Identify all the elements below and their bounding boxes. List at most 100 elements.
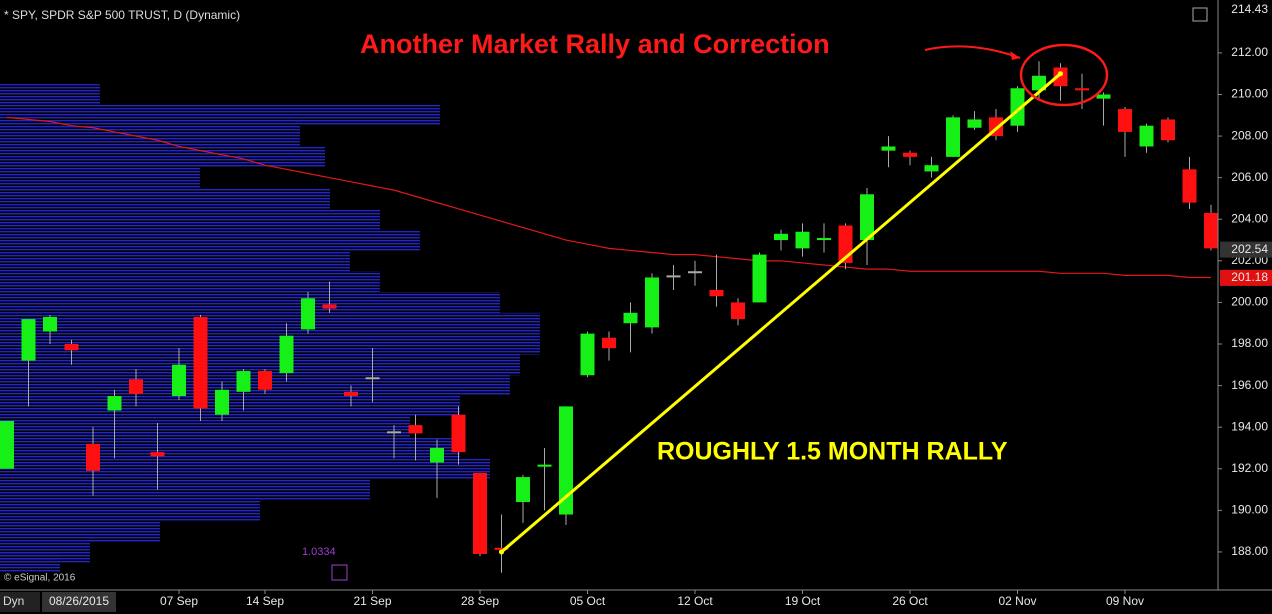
candle-body bbox=[107, 395, 122, 411]
y-tick-label: 190.00 bbox=[1231, 503, 1268, 517]
candle-body bbox=[408, 425, 423, 434]
candle-body bbox=[623, 312, 638, 324]
y-tick-label: 208.00 bbox=[1231, 128, 1268, 142]
candle-body bbox=[709, 289, 724, 297]
trendline-end bbox=[1058, 71, 1063, 77]
x-tick-label: 02 Nov bbox=[998, 594, 1036, 608]
indicator-icon bbox=[331, 564, 348, 581]
volume-profile-bar bbox=[0, 479, 370, 500]
x-tick-label: 08/26/2015 bbox=[49, 594, 109, 608]
candle-body bbox=[645, 277, 659, 328]
x-tick-label: 28 Sep bbox=[461, 594, 499, 608]
candle-body bbox=[537, 464, 552, 467]
candle-body bbox=[1139, 125, 1154, 147]
volume-profile-bar bbox=[0, 188, 330, 209]
candle-body bbox=[1204, 213, 1218, 249]
candle-body bbox=[387, 431, 401, 434]
volume-profile-bar bbox=[0, 333, 540, 355]
candle-body bbox=[903, 152, 917, 157]
volume-profile-bar bbox=[0, 437, 460, 459]
volume-profile-bar bbox=[0, 84, 100, 105]
candle-body bbox=[1075, 88, 1089, 91]
x-tick-label: 26 Oct bbox=[892, 594, 928, 608]
volume-profile-bar bbox=[0, 375, 510, 396]
candle-body bbox=[1161, 119, 1175, 141]
candle-body bbox=[365, 377, 380, 380]
volume-profile-bar bbox=[0, 551, 60, 573]
annotation: ROUGHLY 1.5 MONTH RALLY bbox=[657, 438, 1008, 466]
volume-profile-bar bbox=[0, 458, 490, 480]
candle-body bbox=[1118, 109, 1132, 132]
moving-average bbox=[6, 116, 1211, 279]
candle-body bbox=[236, 371, 251, 392]
arrow bbox=[924, 45, 1021, 59]
highlight-circle bbox=[1019, 43, 1109, 107]
candle-body bbox=[559, 406, 573, 515]
indicator-value: 1.0334 bbox=[302, 546, 336, 558]
price-marker bbox=[1220, 241, 1272, 258]
annotation: Another Market Rally and Correction bbox=[360, 29, 830, 59]
trendline bbox=[500, 72, 1062, 554]
candle-body bbox=[516, 477, 530, 503]
candle-body bbox=[795, 231, 810, 249]
volume-profile-bar bbox=[0, 416, 410, 438]
price-label: 214.43 bbox=[1231, 2, 1268, 16]
volume-profile-bar bbox=[0, 167, 200, 189]
window-button[interactable] bbox=[1192, 7, 1208, 22]
candle-body bbox=[494, 547, 509, 550]
x-tick-label: 07 Sep bbox=[160, 594, 198, 608]
candle-body bbox=[451, 414, 466, 453]
x-tick-label: 19 Oct bbox=[785, 594, 821, 608]
candle-body bbox=[967, 119, 982, 128]
candle-body bbox=[64, 344, 79, 351]
volume-profile-bar bbox=[0, 146, 325, 168]
candle-body bbox=[215, 389, 229, 415]
candle-body bbox=[580, 333, 595, 376]
volume-profile-bar bbox=[0, 354, 520, 376]
y-tick-label: 192.00 bbox=[1231, 461, 1268, 475]
candle-body bbox=[193, 316, 208, 409]
volume-profile-bar bbox=[0, 250, 350, 272]
y-tick-label: 212.00 bbox=[1231, 45, 1268, 59]
x-tick-label: 21 Sep bbox=[353, 594, 391, 608]
volume-profile-bar bbox=[0, 499, 260, 521]
date-box bbox=[42, 592, 116, 612]
candle-body bbox=[43, 316, 57, 332]
volume-profile-bar bbox=[0, 271, 380, 293]
mode: Dyn bbox=[3, 594, 24, 608]
y-tick-label: 194.00 bbox=[1231, 419, 1268, 433]
volume-profile-bar bbox=[0, 125, 300, 147]
x-tick-label: 12 Oct bbox=[677, 594, 713, 608]
volume-profile-bar bbox=[0, 208, 380, 230]
volume-profile-bar bbox=[0, 520, 160, 542]
price-marker bbox=[1220, 2, 1272, 18]
x-tick-label: 09 Nov bbox=[1106, 594, 1144, 608]
chart-title: * SPY, SPDR S&P 500 TRUST, D (Dynamic) bbox=[4, 8, 240, 22]
candle-body bbox=[344, 391, 358, 396]
candle-body bbox=[688, 271, 702, 274]
candle-body bbox=[602, 337, 616, 349]
candle-body bbox=[258, 371, 272, 390]
candle-body bbox=[817, 237, 831, 241]
mode-box bbox=[0, 592, 40, 612]
price-marker bbox=[1220, 269, 1272, 286]
y-tick-label: 188.00 bbox=[1231, 544, 1268, 558]
candle-body bbox=[301, 298, 315, 330]
candle-body bbox=[924, 165, 939, 172]
candle-body bbox=[946, 117, 960, 157]
candle-body bbox=[1182, 169, 1197, 203]
candle-body bbox=[279, 335, 294, 374]
price-label: 202.54 bbox=[1231, 242, 1268, 256]
candle-body bbox=[0, 420, 14, 469]
candle-body bbox=[752, 254, 767, 303]
candle-body bbox=[21, 319, 36, 361]
trendline-end bbox=[499, 549, 504, 555]
candle-body bbox=[881, 146, 896, 151]
candle-body bbox=[322, 304, 337, 309]
candle-body bbox=[1032, 75, 1046, 91]
volume-profile-bar bbox=[0, 395, 460, 417]
y-tick-label: 204.00 bbox=[1231, 211, 1268, 225]
y-tick-label: 198.00 bbox=[1231, 336, 1268, 350]
candle-body bbox=[1010, 88, 1025, 126]
